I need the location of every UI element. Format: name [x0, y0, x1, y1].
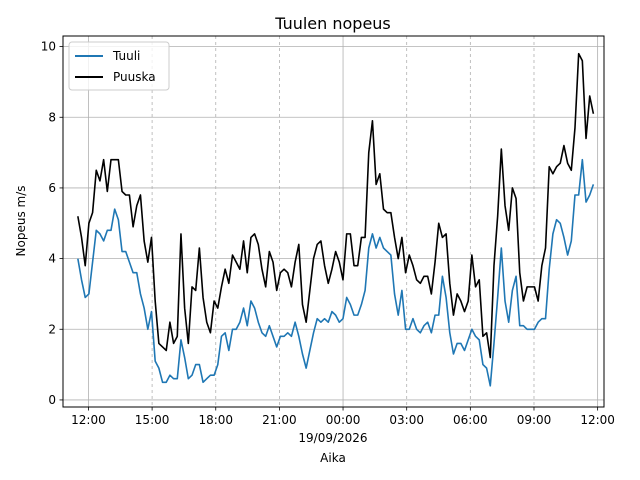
x-tick-label: 06:00 — [453, 413, 488, 427]
date-label: 19/09/2026 — [298, 431, 367, 445]
y-tick-label: 0 — [48, 393, 56, 407]
y-tick-label: 8 — [48, 110, 56, 124]
series-line-tuuli — [77, 158, 595, 387]
x-tick-label: 12:00 — [580, 413, 615, 427]
x-axis-label: Aika — [320, 451, 346, 465]
x-tick-label: 00:00 — [326, 413, 361, 427]
legend-label-puuska: Puuska — [113, 70, 156, 84]
y-tick-label: 10 — [41, 40, 56, 54]
axis-ticks: 0 2 4 6 8 10 12:00 15:00 18:00 21:00 00:00 03:00 06:… — [41, 40, 615, 427]
y-tick-label: 2 — [48, 322, 56, 336]
legend-label-tuuli: Tuuli — [112, 49, 140, 63]
legend: Tuuli Puuska — [68, 41, 170, 91]
x-tick-label: 18:00 — [198, 413, 233, 427]
series-lines — [77, 52, 595, 387]
x-tick-label: 12:00 — [71, 413, 106, 427]
x-tick-label: 15:00 — [135, 413, 170, 427]
plot-frame — [62, 35, 605, 408]
series-line-puuska — [77, 52, 595, 359]
x-tick-label: 09:00 — [517, 413, 552, 427]
chart-title: Tuulen nopeus — [274, 14, 391, 33]
x-tick-label: 21:00 — [262, 413, 297, 427]
y-tick-label: 4 — [48, 252, 56, 266]
x-tick-label: 03:00 — [389, 413, 424, 427]
y-tick-label: 6 — [48, 181, 56, 195]
y-axis-label: Nopeus m/s — [14, 186, 28, 257]
